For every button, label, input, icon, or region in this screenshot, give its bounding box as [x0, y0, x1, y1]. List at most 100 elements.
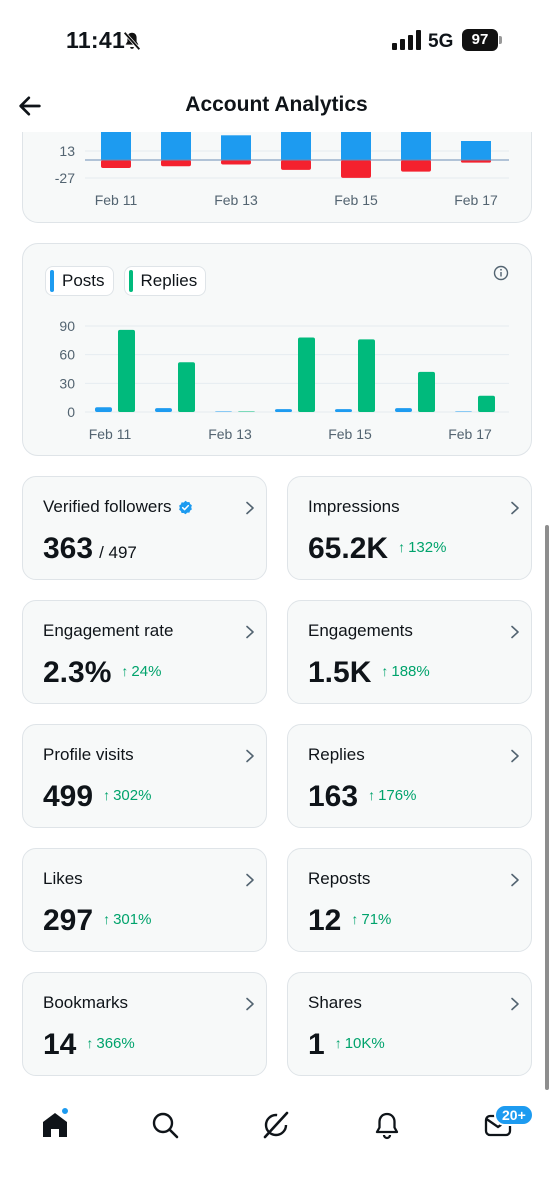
metric-label: Engagements	[308, 621, 413, 641]
metric-card-engagement-rate[interactable]: Engagement rate 2.3% ↑ 24%	[22, 600, 267, 704]
metric-label-text: Replies	[308, 745, 365, 764]
chevron-right-icon	[511, 873, 519, 887]
metric-change: ↑ 302%	[103, 787, 151, 804]
posts-bar	[221, 135, 251, 160]
metric-change: ↑ 132%	[398, 539, 446, 556]
replies-bar	[341, 160, 371, 178]
replies-bar	[101, 160, 131, 169]
metric-label: Verified followers	[43, 497, 193, 517]
replies-bar	[221, 160, 251, 165]
replies-bar	[118, 329, 135, 412]
metric-value-row: 363 / 497	[43, 532, 137, 566]
arrow-up-icon: ↑	[121, 663, 129, 680]
chevron-right-icon	[511, 997, 519, 1011]
replies-bar	[401, 160, 431, 172]
metric-value: 12	[308, 904, 342, 937]
x-tick-label: Feb 17	[448, 426, 492, 442]
metric-label: Replies	[308, 745, 365, 765]
replies-bar	[461, 160, 491, 163]
replies-bar	[478, 395, 495, 412]
notifications-icon[interactable]	[372, 1110, 402, 1140]
posts-bar	[395, 408, 412, 412]
battery-icon: 97	[462, 29, 502, 51]
metric-value: 163	[308, 780, 359, 813]
bottom-navigation	[0, 1100, 553, 1156]
x-tick-label: Feb 13	[214, 192, 258, 208]
home-icon[interactable]	[40, 1110, 70, 1140]
metric-value-row: 163 ↑ 176%	[308, 780, 416, 814]
metric-value: 499	[43, 780, 94, 813]
metric-change-value: 24%	[131, 662, 162, 680]
metric-card-likes[interactable]: Likes 297 ↑ 301%	[22, 848, 267, 952]
info-icon[interactable]	[493, 265, 509, 281]
arrow-up-icon: ↑	[86, 1035, 94, 1052]
legend-posts[interactable]: Posts	[45, 266, 114, 296]
metric-label-text: Engagements	[308, 621, 413, 640]
metric-card-profile-visits[interactable]: Profile visits 499 ↑ 302%	[22, 724, 267, 828]
metric-value-row: 12 ↑ 71%	[308, 904, 391, 938]
metric-label-text: Engagement rate	[43, 621, 174, 640]
battery-level: 97	[462, 29, 498, 51]
metric-label-text: Profile visits	[43, 745, 134, 764]
metric-change-value: 71%	[361, 910, 392, 928]
metric-value: 1.5K	[308, 656, 372, 689]
metric-value: 363	[43, 532, 94, 565]
metric-value: 65.2K	[308, 532, 389, 565]
arrow-up-icon: ↑	[334, 1035, 342, 1052]
x-tick-label: Feb 15	[334, 192, 378, 208]
x-tick-label: Feb 11	[89, 426, 132, 442]
metric-change: ↑ 301%	[103, 911, 151, 928]
arrow-up-icon: ↑	[368, 787, 376, 804]
arrow-up-icon: ↑	[398, 539, 406, 556]
metric-label: Bookmarks	[43, 993, 128, 1013]
metric-label: Reposts	[308, 869, 370, 889]
chevron-right-icon	[511, 625, 519, 639]
arrow-up-icon: ↑	[103, 787, 111, 804]
metric-value: 14	[43, 1028, 77, 1061]
metric-value-row: 2.3% ↑ 24%	[43, 656, 161, 690]
y-tick-label: -27	[55, 170, 75, 186]
posts-bar	[95, 407, 112, 412]
metric-change-value: 188%	[391, 662, 430, 680]
metric-card-engagements[interactable]: Engagements 1.5K ↑ 188%	[287, 600, 532, 704]
replies-bar	[178, 362, 195, 412]
metric-value: 2.3%	[43, 656, 112, 689]
metric-change: ↑ 176%	[368, 787, 416, 804]
arrow-up-icon: ↑	[351, 911, 359, 928]
chevron-right-icon	[246, 749, 254, 763]
back-arrow-icon[interactable]	[16, 92, 44, 120]
home-notification-dot	[61, 1107, 69, 1115]
legend-replies[interactable]: Replies	[123, 266, 207, 296]
metric-change: ↑ 366%	[86, 1035, 134, 1052]
network-type: 5G	[428, 31, 454, 52]
top-bar: Account Analytics	[0, 80, 553, 132]
posts-replies-chart-svg: 0 30 60 90 Feb 11 Feb 13 Feb 15 Feb 17	[59, 318, 509, 442]
metric-value-row: 65.2K ↑ 132%	[308, 532, 446, 566]
search-icon[interactable]	[150, 1110, 180, 1140]
metric-card-replies[interactable]: Replies 163 ↑ 176%	[287, 724, 532, 828]
metric-label-text: Bookmarks	[43, 993, 129, 1012]
metric-label: Shares	[308, 993, 362, 1013]
y-tick-label: 90	[59, 318, 75, 334]
metric-card-bookmarks[interactable]: Bookmarks 14 ↑ 366%	[22, 972, 267, 1076]
metric-change-value: 302%	[113, 786, 152, 804]
grok-icon[interactable]	[261, 1110, 291, 1140]
chevron-right-icon	[246, 501, 254, 515]
verified-badge-icon	[178, 500, 192, 514]
page-title: Account Analytics	[185, 93, 368, 116]
metric-value: 1	[308, 1028, 325, 1061]
x-tick-label: Feb 17	[454, 192, 498, 208]
metric-card-reposts[interactable]: Reposts 12 ↑ 71%	[287, 848, 532, 952]
y-tick-label: 0	[67, 404, 75, 420]
metric-card-verified-followers[interactable]: Verified followers 363 / 497	[22, 476, 267, 580]
scrollbar[interactable]	[545, 525, 549, 1090]
status-bar: 11:41 5G 97	[0, 0, 553, 80]
x-tick-label: Feb 13	[208, 426, 252, 442]
posts-bar	[335, 409, 352, 412]
metric-value-row: 297 ↑ 301%	[43, 904, 151, 938]
metric-change: ↑ 71%	[351, 911, 391, 928]
metric-card-impressions[interactable]: Impressions 65.2K ↑ 132%	[287, 476, 532, 580]
chevron-right-icon	[511, 749, 519, 763]
metric-card-shares[interactable]: Shares 1 ↑ 10K%	[287, 972, 532, 1076]
replies-bar	[418, 371, 435, 412]
